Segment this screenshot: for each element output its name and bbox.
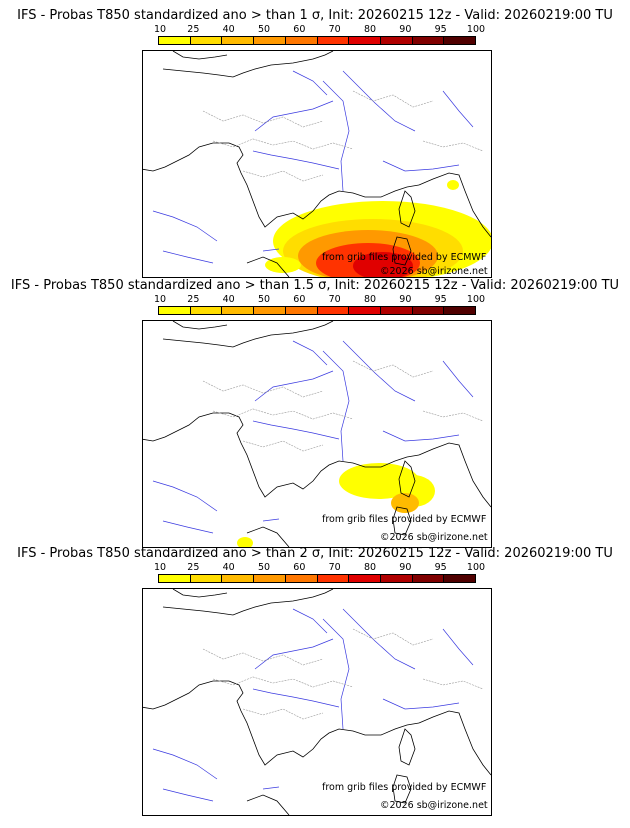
colorbar-tick-label: 60 [293, 294, 306, 305]
colorbar-swatch [317, 37, 350, 44]
colorbar-swatch [412, 307, 445, 314]
colorbar-swatch [285, 575, 318, 582]
colorbar-swatch [285, 37, 318, 44]
colorbar-swatch [444, 37, 476, 44]
grib-credit: from grib files provided by ECMWF [322, 514, 487, 525]
colorbar-tick-label: 50 [257, 24, 271, 35]
colorbar-tick-label: 80 [363, 562, 377, 573]
colorbar-swatch [190, 37, 223, 44]
colorbar-tick-label: 50 [257, 294, 271, 305]
colorbar-swatch [190, 575, 223, 582]
colorbar-tick-label: 100 [466, 294, 486, 305]
colorbar-tick-label: 90 [399, 562, 412, 573]
colorbar-swatch [159, 307, 191, 314]
colorbar-tick-label: 40 [222, 294, 235, 305]
colorbar-tick-label: 25 [187, 562, 200, 573]
colorbar [158, 574, 476, 583]
colorbar-tick-label: 10 [153, 24, 167, 35]
grib-credit: from grib files provided by ECMWF [322, 252, 487, 263]
colorbar-tick-label: 70 [328, 24, 341, 35]
colorbar-ticks: 10 25 40 50 60 70 80 90 95 100 [154, 562, 485, 574]
colorbar-swatch [349, 37, 381, 44]
colorbar-swatch [380, 37, 413, 44]
colorbar-swatch [444, 307, 476, 314]
map-title: IFS - Probas T850 standardized ano > tha… [10, 278, 620, 293]
colorbar-swatch [254, 307, 286, 314]
colorbar-tick-label: 95 [434, 24, 447, 35]
colorbar-tick-label: 100 [466, 562, 486, 573]
colorbar-swatch [349, 575, 381, 582]
colorbar-swatch [190, 307, 223, 314]
colorbar-swatch [254, 575, 286, 582]
colorbar-swatch [349, 307, 381, 314]
colorbar-tick-label: 60 [293, 24, 306, 35]
colorbar [158, 36, 476, 45]
colorbar-tick-label: 10 [153, 294, 167, 305]
colorbar-swatch [412, 575, 445, 582]
probability-map [142, 320, 492, 548]
probability-map [142, 588, 492, 816]
colorbar-tick-label: 100 [466, 24, 486, 35]
colorbar-tick-label: 50 [257, 562, 271, 573]
map-title: IFS - Probas T850 standardized ano > tha… [17, 546, 613, 561]
colorbar-swatch [444, 575, 476, 582]
colorbar-tick-label: 95 [434, 294, 447, 305]
colorbar [158, 306, 476, 315]
colorbar-tick-label: 60 [293, 562, 306, 573]
colorbar-swatch [412, 37, 445, 44]
map-panel-3: IFS - Probas T850 standardized ano > tha… [0, 546, 630, 822]
copyright-credit: ©2026 sb@irizone.net [380, 800, 488, 811]
colorbar-swatch [380, 575, 413, 582]
colorbar-swatch [222, 307, 255, 314]
colorbar-swatch [380, 307, 413, 314]
colorbar-tick-label: 70 [328, 562, 341, 573]
colorbar-swatch [159, 37, 191, 44]
colorbar-swatch [254, 37, 286, 44]
colorbar-tick-label: 25 [187, 24, 200, 35]
colorbar-tick-label: 90 [399, 294, 412, 305]
copyright-credit: ©2026 sb@irizone.net [380, 532, 488, 543]
colorbar-tick-label: 80 [363, 24, 377, 35]
colorbar-tick-label: 40 [222, 24, 235, 35]
colorbar-ticks: 10 25 40 50 60 70 80 90 95 100 [154, 294, 485, 306]
colorbar-tick-label: 80 [363, 294, 377, 305]
map-panel-1: IFS - Probas T850 standardized ano > tha… [0, 8, 630, 278]
grib-credit: from grib files provided by ECMWF [322, 782, 487, 793]
map-panel-2: IFS - Probas T850 standardized ano > tha… [0, 278, 630, 548]
colorbar-tick-label: 10 [153, 562, 167, 573]
colorbar-tick-label: 90 [399, 24, 412, 35]
colorbar-tick-label: 95 [434, 562, 447, 573]
colorbar-swatch [159, 575, 191, 582]
colorbar-swatch [285, 307, 318, 314]
colorbar-tick-label: 25 [187, 294, 200, 305]
colorbar-tick-label: 70 [328, 294, 341, 305]
colorbar-swatch [222, 575, 255, 582]
map-title: IFS - Probas T850 standardized ano > tha… [17, 8, 613, 23]
colorbar-swatch [222, 37, 255, 44]
colorbar-swatch [317, 307, 350, 314]
colorbar-ticks: 10 25 40 50 60 70 80 90 95 100 [154, 24, 485, 36]
colorbar-tick-label: 40 [222, 562, 235, 573]
copyright-credit: ©2026 sb@irizone.net [380, 266, 488, 277]
colorbar-swatch [317, 575, 350, 582]
probability-map [142, 50, 492, 278]
